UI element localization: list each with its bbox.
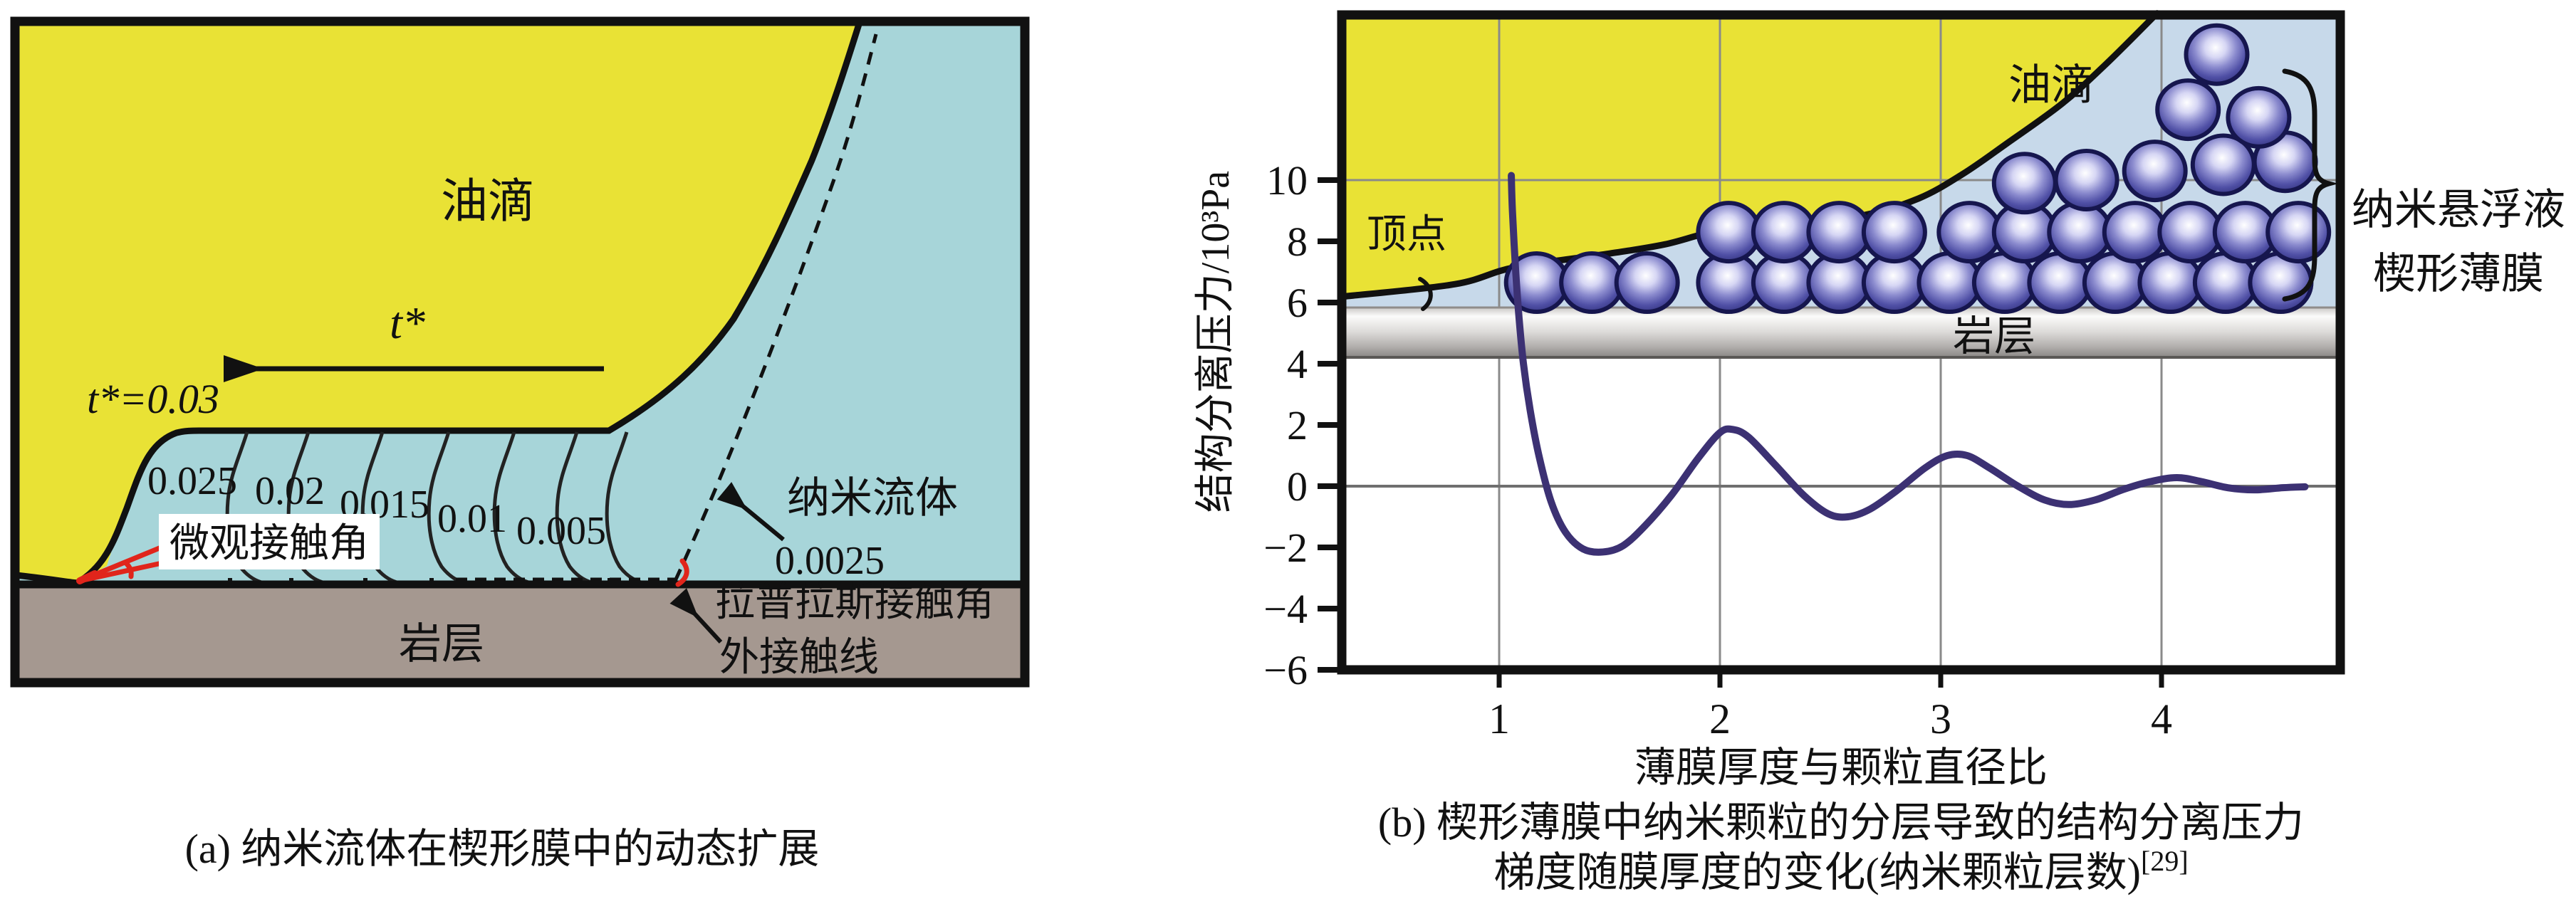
- laplace-contact-angle-marker: [675, 558, 689, 587]
- nanoparticles: [1503, 23, 2332, 315]
- x-tick-label: 4: [2151, 695, 2172, 742]
- nanoparticle: [2155, 78, 2221, 142]
- nanoparticle: [2102, 201, 2168, 264]
- suspension-film-label-line2: 楔形薄膜: [2373, 251, 2544, 298]
- y-axis-ticks: 10 8 6 4 2 0 −2 −4 −6: [1263, 157, 1342, 693]
- apex-label: 顶点: [1367, 213, 1446, 257]
- time-profile-curve: [605, 431, 642, 584]
- apex-bracket: [1418, 277, 1433, 311]
- time-profile-curve: [492, 431, 529, 584]
- t-star-label: t*: [390, 298, 425, 348]
- time-label-4: 0.005: [516, 509, 606, 553]
- panel-a-rock-layer: [16, 586, 1024, 682]
- time-label-0: 0.025: [147, 459, 237, 503]
- caption-b-line1: (b) 楔形薄膜中纳米颗粒的分层导致的结构分离压力: [1378, 799, 2304, 846]
- x-tick-label: 2: [1709, 695, 1731, 742]
- time-label-1: 0.02: [255, 469, 325, 513]
- rock-label-a: 岩层: [399, 621, 484, 668]
- nanoparticle: [1806, 201, 1872, 264]
- y-tick-label: 4: [1287, 341, 1308, 387]
- disjoining-pressure-curve: [1508, 172, 2309, 556]
- nanoparticle: [2184, 23, 2250, 86]
- micro-angle-label-bg: [159, 514, 380, 569]
- nanoparticle: [2226, 85, 2292, 149]
- oil-droplet-label-a: 油滴: [441, 176, 535, 228]
- y-tick-label: −6: [1263, 647, 1308, 693]
- outer-contact-line-label: 外接触线: [719, 636, 879, 680]
- x-tick-label: 3: [1930, 695, 1951, 742]
- y-tick-label: 10: [1266, 157, 1308, 204]
- panel-a: 油滴 t* t*=0.03 0.025 0.02 0.015 0.01 0.00…: [10, 16, 1030, 872]
- nanofluid-label: 纳米流体: [787, 475, 958, 522]
- y-tick-label: −4: [1263, 586, 1308, 632]
- panel-b-oil-shape: [1342, 13, 2157, 297]
- y-tick-label: 6: [1287, 280, 1308, 326]
- y-tick-label: 8: [1287, 219, 1308, 265]
- panel-a-oil-boundary-line: [12, 19, 863, 587]
- caption-a: (a) 纳米流体在楔形膜中的动态扩展: [185, 826, 820, 872]
- nanoparticle: [1936, 201, 2003, 264]
- panel-a-dashed-laplace-profile: [673, 33, 878, 582]
- x-tick-label: 1: [1488, 695, 1510, 742]
- panel-a-frame: [10, 16, 1030, 688]
- time-label-3: 0.01: [437, 497, 507, 541]
- nanoparticle: [1751, 201, 1817, 264]
- panel-b-frame: [1337, 10, 2345, 675]
- nanoparticle: [2053, 149, 2119, 211]
- x-axis-ticks: 1 2 3 4: [1488, 670, 2172, 742]
- nanoparticle: [2122, 140, 2188, 203]
- y-tick-label: 2: [1287, 402, 1308, 448]
- time-label-5: 0.0025: [775, 539, 885, 583]
- rock-label-b: 岩层: [1953, 313, 2035, 359]
- t-star-eq-label: t*=0.03: [87, 376, 219, 422]
- y-tick-label: 0: [1287, 463, 1308, 510]
- laplace-contact-angle-label: 拉普拉斯接触角: [715, 581, 994, 625]
- outer-contact-line-arrow: [669, 588, 723, 644]
- time-profile-curve: [427, 431, 464, 584]
- caption-b-line2: 梯度随膜厚度的变化(纳米颗粒层数)[29]: [1493, 845, 2188, 895]
- micro-contact-angle-label: 微观接触角: [170, 522, 369, 566]
- nanoparticle: [1696, 201, 1762, 264]
- y-tick-label: −2: [1263, 525, 1308, 571]
- nanoparticle: [2047, 201, 2113, 264]
- nanoparticle: [2157, 201, 2223, 264]
- profile-0p0025-arrow: [716, 482, 785, 542]
- nanoparticle: [1614, 251, 1680, 315]
- panel-b-rock-band: [1342, 308, 2340, 356]
- y-axis-title: 结构分离压力/10³Pa: [1194, 171, 1238, 513]
- suspension-film-label-line1: 纳米悬浮液: [2352, 186, 2565, 233]
- nanoparticle: [1861, 201, 1927, 264]
- nanoparticle: [1991, 152, 2058, 215]
- nanoparticle: [1559, 251, 1625, 315]
- x-axis-title: 薄膜厚度与颗粒直径比: [1634, 745, 2048, 791]
- oil-droplet-label-b: 油滴: [2008, 62, 2094, 109]
- panel-a-oil-droplet-shape: [16, 22, 860, 583]
- panel-b: 10 8 6 4 2 0 −2 −4 −6 1 2 3 4 油滴 顶点 岩层 纳米悬浮液 楔形薄膜 结…: [1194, 10, 2565, 895]
- time-profile-curve: [555, 431, 592, 584]
- wedge-film-brace: [2282, 68, 2339, 302]
- nanoparticle: [2265, 201, 2332, 264]
